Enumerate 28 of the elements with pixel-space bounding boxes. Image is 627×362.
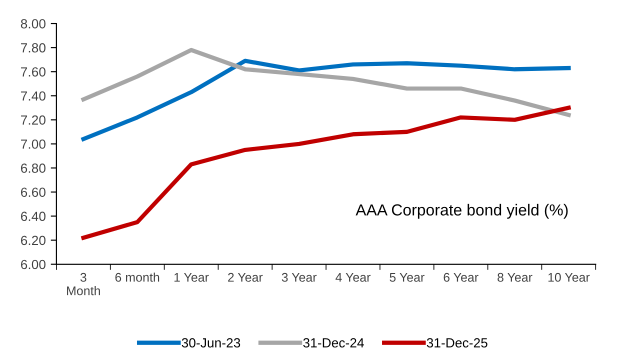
- y-tick-label: 7.60: [21, 67, 46, 77]
- legend-label: 30-Jun-23: [182, 338, 240, 348]
- x-tick-label: 1 Year: [174, 273, 209, 282]
- legend-label: 31-Dec-24: [303, 338, 364, 348]
- x-tick-label: 3 Month: [67, 272, 100, 296]
- x-tick-label: 10 Year: [548, 272, 590, 282]
- y-tick-label: 7.40: [21, 91, 46, 101]
- x-tick-label: 8 Year: [498, 272, 532, 282]
- x-tick-label: 5 Year: [390, 273, 424, 282]
- line-series: [81, 48, 571, 118]
- line-series: [81, 106, 571, 240]
- y-tick-label: 7.80: [21, 43, 46, 53]
- line-series: [81, 58, 571, 142]
- y-tick-label: 6.80: [21, 164, 46, 173]
- x-tick-label: 3 Year: [282, 272, 317, 282]
- x-tick-label: 4 Year: [336, 273, 371, 282]
- legend-label: 31-Dec-25: [426, 338, 488, 348]
- y-tick-label: 8.00: [20, 19, 46, 28]
- y-tick-label: 6.00: [21, 260, 46, 270]
- y-tick-label: 7.00: [21, 139, 46, 149]
- x-tick-label: 2 Year: [228, 272, 263, 282]
- y-tick-label: 6.20: [21, 236, 46, 246]
- x-tick-label: 6 month: [115, 272, 160, 282]
- y-tick-label: 6.40: [21, 212, 46, 222]
- x-tick-label: 6 Year: [444, 272, 478, 282]
- y-tick-label: 7.20: [21, 115, 46, 125]
- annotation: AAA Corporate bond yield (%): [356, 204, 568, 219]
- y-tick-label: 6.60: [21, 188, 46, 197]
